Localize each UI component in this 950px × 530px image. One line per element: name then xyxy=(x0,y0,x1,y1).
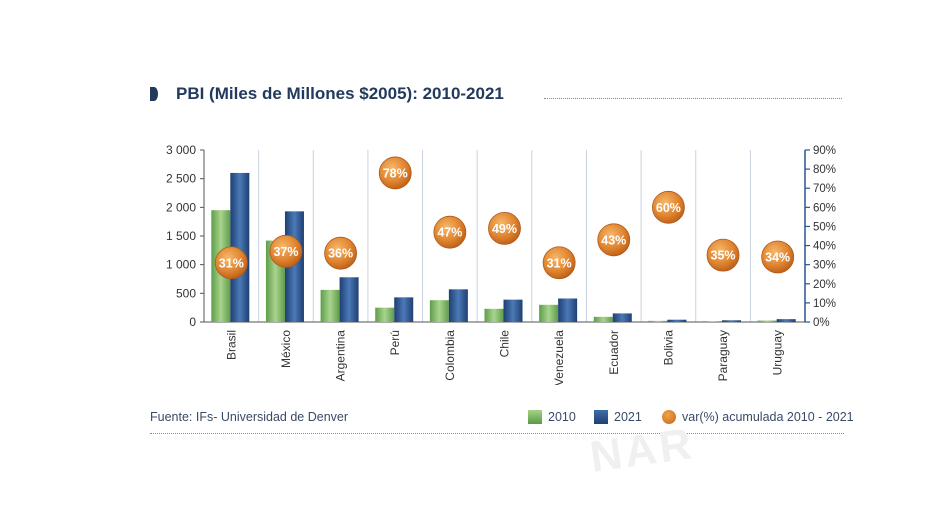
bar-2010 xyxy=(703,321,723,322)
var-label: 78% xyxy=(383,166,408,180)
x-category-label: Brasil xyxy=(224,330,238,360)
var-marker xyxy=(433,215,467,249)
x-category-label: Perú xyxy=(388,330,402,355)
y-left-tick-label: 3 000 xyxy=(166,143,196,157)
bar-2010 xyxy=(429,300,449,322)
var-label: 35% xyxy=(711,249,736,263)
y-right-tick-label: 80% xyxy=(813,164,836,176)
y-right-tick-label: 20% xyxy=(813,279,836,291)
bar-2021 xyxy=(776,319,796,322)
var-label: 34% xyxy=(765,251,790,265)
x-category-label: Chile xyxy=(498,330,512,358)
bar-2010 xyxy=(375,307,395,322)
var-marker xyxy=(214,246,248,280)
chart-title-bar: PBI (Miles de Millones $2005): 2010-2021 xyxy=(150,84,850,108)
x-category-label: Colombia xyxy=(443,330,457,381)
legend-swatch-2021 xyxy=(594,410,608,424)
y-right-tick-label: 70% xyxy=(813,183,836,195)
bar-2021 xyxy=(667,319,687,322)
bar-2010 xyxy=(593,316,613,322)
bar-2021 xyxy=(339,277,359,322)
y-right-tick-label: 30% xyxy=(813,260,836,272)
var-label: 31% xyxy=(547,256,572,270)
x-category-label: Bolivia xyxy=(661,330,675,366)
var-marker xyxy=(761,240,795,274)
x-category-label: Paraguay xyxy=(716,330,730,381)
legend-label-2010: 2010 xyxy=(548,410,576,424)
x-category-label: México xyxy=(279,330,293,368)
var-label: 60% xyxy=(656,201,681,215)
y-left-tick-label: 0 xyxy=(189,315,196,329)
y-left-tick-label: 1 000 xyxy=(166,258,196,272)
y-left-tick-label: 2 000 xyxy=(166,200,196,214)
title-bullet-icon xyxy=(150,87,158,101)
source-note: Fuente: IFs- Universidad de Denver xyxy=(150,410,349,424)
bar-2010 xyxy=(539,304,559,322)
legend-label-var: var(%) acumulada 2010 - 2021 xyxy=(682,410,854,424)
var-marker xyxy=(324,236,357,270)
y-left-tick-label: 1 500 xyxy=(166,229,196,243)
bar-2021 xyxy=(558,298,578,322)
var-label: 43% xyxy=(601,233,626,247)
bar-2010 xyxy=(320,289,340,322)
footer-divider xyxy=(150,433,844,434)
var-label: 37% xyxy=(273,245,298,259)
var-label: 36% xyxy=(328,247,353,261)
bar-2021 xyxy=(503,299,523,322)
y-right-tick-label: 50% xyxy=(813,221,836,233)
gdp-bar-chart: 0 500 1 000 1 500 2 000 2 500 3 000 0% 10% 20% 30%… xyxy=(166,143,836,385)
var-label: 47% xyxy=(437,226,462,240)
y-left-tick-label: 2 500 xyxy=(166,172,196,186)
var-label: 49% xyxy=(492,222,517,236)
var-label: 31% xyxy=(219,256,244,270)
legend-swatch-2010 xyxy=(528,410,542,424)
y-right-tick-label: 60% xyxy=(813,202,836,214)
y-left-tick-label: 500 xyxy=(176,286,196,300)
bar-2021 xyxy=(722,320,742,322)
var-marker xyxy=(706,238,740,272)
var-marker xyxy=(269,234,303,268)
bar-2021 xyxy=(230,172,250,322)
x-category-label: Uruguay xyxy=(771,330,785,375)
var-marker xyxy=(378,156,412,190)
chart-title: PBI (Miles de Millones $2005): 2010-2021 xyxy=(176,84,504,103)
bar-2021 xyxy=(612,313,632,322)
var-marker xyxy=(597,223,631,257)
y-right-tick-label: 0% xyxy=(813,317,830,329)
var-marker xyxy=(488,211,521,245)
var-marker xyxy=(542,246,576,280)
bar-2021 xyxy=(394,297,414,322)
x-category-label: Argentina xyxy=(334,330,348,382)
legend-swatch-var xyxy=(662,410,676,424)
var-marker xyxy=(652,190,685,224)
x-category-label: Ecuador xyxy=(607,330,621,375)
y-right-tick-label: 10% xyxy=(813,298,836,310)
x-category-label: Venezuela xyxy=(552,330,566,385)
legend-item-2010: 2010 xyxy=(528,410,576,424)
legend-item-var: var(%) acumulada 2010 - 2021 xyxy=(662,410,854,424)
title-divider xyxy=(544,98,842,99)
legend-label-2021: 2021 xyxy=(614,410,642,424)
bar-2010 xyxy=(757,320,777,322)
bar-2021 xyxy=(448,289,468,322)
watermark-text: NAR xyxy=(587,418,698,483)
bar-2010 xyxy=(484,308,504,322)
y-right-tick-label: 90% xyxy=(813,145,836,157)
y-right-tick-label: 40% xyxy=(813,241,836,253)
bar-2010 xyxy=(648,320,668,322)
legend-item-2021: 2021 xyxy=(594,410,642,424)
